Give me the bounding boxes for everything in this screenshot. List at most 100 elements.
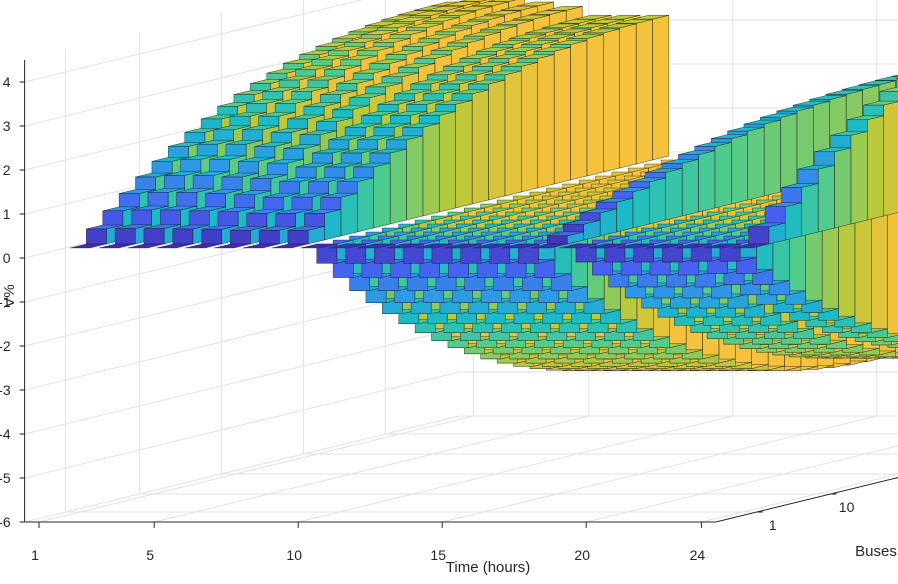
bar-side — [340, 192, 358, 237]
bar-top — [444, 243, 481, 249]
x-tick-label: 5 — [146, 547, 154, 563]
bar-side — [603, 28, 620, 173]
bar-front — [748, 226, 770, 245]
bus-axis-title: Buses — [855, 543, 897, 560]
bar-cap — [875, 76, 898, 81]
bar-top — [127, 243, 165, 249]
x-tick-label: 1 — [31, 547, 39, 563]
bar-front — [201, 229, 222, 245]
bar-side — [817, 164, 835, 233]
x-axis-title: Time (hours) — [446, 559, 530, 576]
bar-top — [213, 243, 251, 249]
bar-side — [887, 205, 898, 338]
bar-side — [422, 123, 440, 217]
axes-layer — [19, 60, 898, 528]
bar-side — [649, 177, 666, 225]
bar-side — [599, 208, 617, 237]
bar-side — [406, 135, 424, 221]
y-axis-title: V% — [1, 284, 18, 307]
bar-side — [537, 54, 555, 189]
labels-layer: -6-5-4-3-2-1012341510152024110203040Time… — [0, 74, 897, 576]
bar-side — [821, 219, 839, 313]
bar-side — [838, 215, 856, 321]
v-tick-label: 1 — [3, 206, 11, 222]
bar-side — [389, 148, 407, 225]
bar-cap — [891, 74, 898, 77]
bar-side — [763, 119, 781, 197]
bar-front — [546, 235, 568, 245]
bar-side — [871, 207, 888, 333]
bar-side — [785, 202, 802, 241]
bar-top — [645, 243, 683, 249]
bar-side — [801, 183, 819, 237]
v-tick-label: -1 — [0, 294, 11, 310]
bar-side — [324, 209, 342, 241]
bar-top — [703, 243, 741, 249]
v-tick-label: -5 — [0, 470, 11, 486]
bar-top — [415, 243, 453, 249]
bar-side — [373, 162, 391, 229]
bar-side — [883, 101, 898, 217]
bar-top — [588, 243, 625, 249]
bar-side — [619, 23, 637, 169]
bar-side — [553, 47, 571, 185]
bar-top — [242, 243, 280, 249]
bar-top — [617, 243, 654, 249]
bar-front — [172, 228, 194, 245]
bar-top — [98, 243, 136, 249]
v-tick-label: -2 — [0, 338, 11, 354]
bar-front — [114, 228, 136, 245]
bar-side — [471, 89, 489, 205]
bar-side — [867, 115, 884, 221]
bar-side — [616, 197, 634, 233]
bar-side — [834, 147, 852, 229]
bar-top — [300, 243, 337, 249]
bar-side — [854, 211, 872, 328]
bar-side — [714, 142, 732, 209]
bar-top — [386, 243, 424, 249]
bar-front — [287, 230, 309, 245]
bar-top — [156, 243, 193, 249]
bar-top — [530, 243, 568, 249]
bar-top — [69, 243, 107, 249]
bar-side — [652, 14, 670, 161]
v-tick-label: 2 — [3, 162, 11, 178]
v-tick-label: -4 — [0, 426, 11, 442]
bar-side — [805, 223, 823, 305]
bar-top — [357, 243, 395, 249]
bar-top — [271, 243, 309, 249]
bar-front — [230, 230, 251, 245]
bar-side — [747, 126, 765, 201]
bus-tick-label: 10 — [839, 499, 855, 515]
v-tick-label: 0 — [3, 250, 11, 266]
bus-axis-line — [715, 477, 898, 523]
bar-top — [501, 243, 539, 249]
bar-side — [455, 100, 473, 209]
bar-side — [698, 150, 716, 213]
bar-top — [559, 243, 597, 249]
v-tick-label: -3 — [0, 382, 11, 398]
x-tick-label: 24 — [690, 547, 706, 563]
bar-top — [732, 243, 769, 249]
bar-top — [329, 243, 366, 249]
bar-side — [504, 70, 522, 197]
bar-top — [674, 243, 712, 249]
bar-front — [143, 228, 165, 245]
bar-side — [488, 79, 506, 201]
bar-side — [665, 168, 683, 221]
x-tick-label: 20 — [574, 547, 590, 563]
bar-front — [86, 228, 107, 245]
bar-side — [570, 40, 588, 181]
bar-side — [586, 34, 604, 177]
bar-front — [258, 230, 280, 245]
bar-top — [185, 243, 222, 249]
v-tick-label: -6 — [0, 514, 11, 530]
bar-top — [473, 243, 510, 249]
bar-side — [632, 187, 650, 229]
v-tick-label: 4 — [3, 74, 11, 90]
bar-side — [521, 62, 538, 193]
bus-tick-label: 1 — [769, 517, 777, 533]
bar-side — [681, 159, 699, 217]
